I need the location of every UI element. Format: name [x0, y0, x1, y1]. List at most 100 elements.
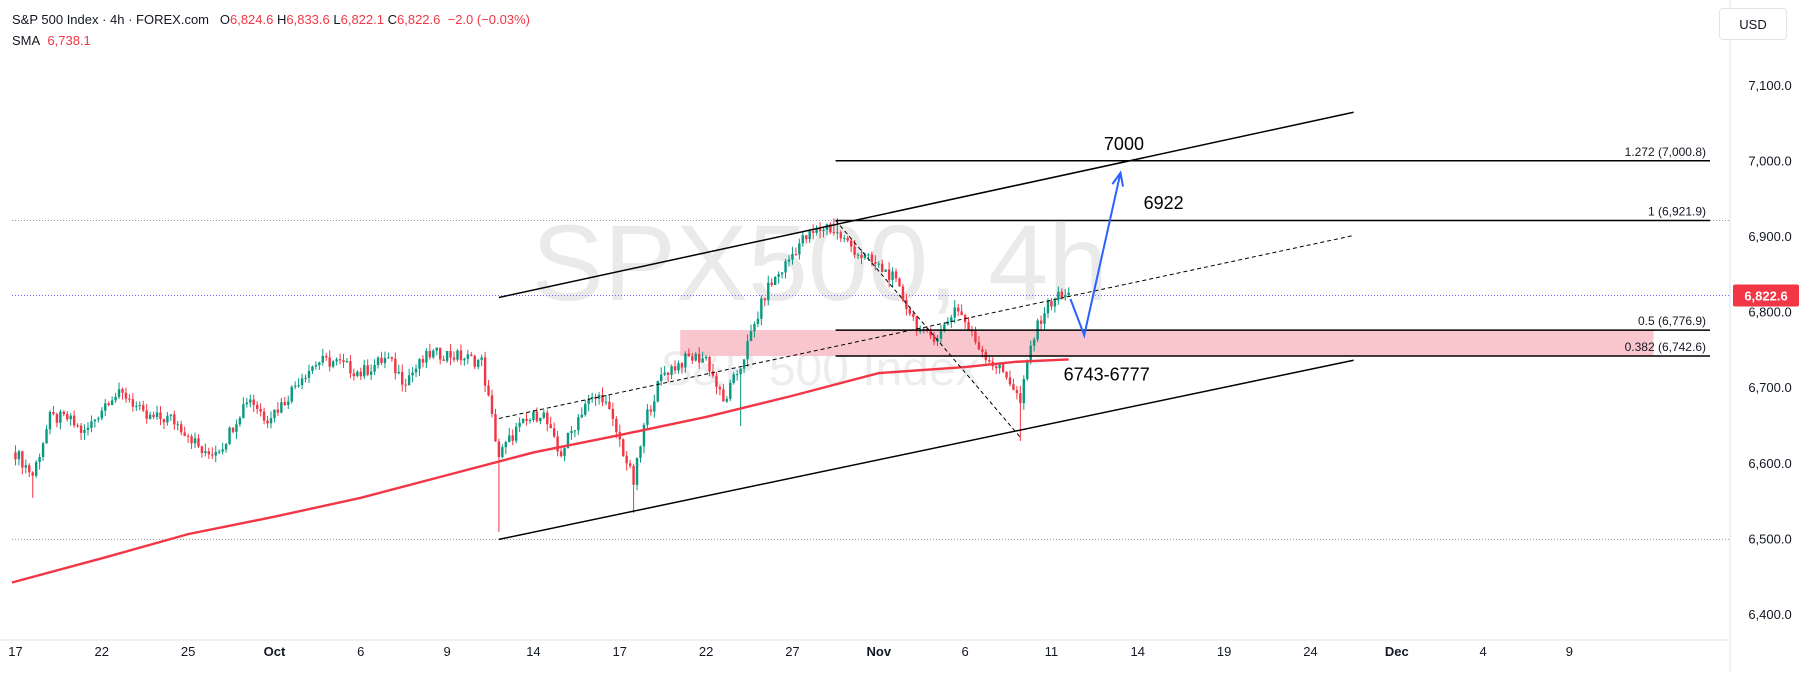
candle-body: [107, 403, 110, 406]
candle: [708, 355, 711, 377]
candle-body: [960, 311, 963, 316]
open-label: O: [219, 12, 230, 27]
candle-body: [369, 371, 373, 375]
candle: [704, 355, 708, 361]
candle-body: [217, 451, 221, 453]
candle: [497, 438, 501, 532]
candle: [646, 404, 649, 429]
candle: [217, 449, 221, 455]
sma-legend[interactable]: SMA 6,738.1: [12, 33, 91, 48]
candle-body: [38, 457, 41, 463]
candle: [639, 445, 642, 463]
x-tick-label: 25: [181, 644, 195, 659]
candle-body: [625, 455, 628, 464]
candle-body: [573, 430, 577, 432]
candle: [722, 384, 725, 402]
candle: [808, 228, 811, 243]
candle: [349, 355, 352, 379]
candle: [694, 351, 697, 362]
candle: [287, 395, 290, 410]
candle: [235, 419, 238, 440]
candle-body: [338, 359, 342, 361]
candle-body: [763, 298, 767, 301]
candle-body: [79, 425, 83, 433]
candle-body: [791, 254, 794, 260]
candle: [860, 249, 863, 265]
candle-body: [193, 438, 197, 444]
currency-button[interactable]: USD: [1719, 8, 1787, 40]
candle-body: [352, 373, 356, 377]
candle-body: [207, 451, 211, 455]
candle: [435, 347, 438, 356]
candle-body: [501, 447, 504, 458]
candle-body: [694, 353, 697, 361]
candle: [414, 364, 418, 378]
candle-body: [794, 254, 798, 256]
candle-body: [466, 354, 470, 359]
candle: [304, 374, 307, 383]
low-label: L: [333, 12, 341, 27]
candle-body: [166, 415, 169, 423]
candle-body: [943, 324, 946, 331]
candle: [753, 321, 756, 338]
candle: [190, 434, 193, 450]
candle: [173, 410, 176, 431]
candle: [487, 380, 490, 397]
candle: [55, 412, 59, 428]
candle: [207, 447, 211, 459]
candle: [59, 409, 62, 430]
candle: [767, 275, 770, 306]
candle-body: [345, 361, 349, 363]
candle: [180, 420, 183, 436]
annotation-text: 7000: [1104, 134, 1144, 154]
candle-body: [601, 394, 604, 403]
candle-body: [684, 353, 687, 368]
candle: [21, 450, 24, 475]
candle: [359, 367, 362, 381]
candle-body: [373, 365, 376, 372]
candle: [801, 231, 805, 247]
high-label: H: [276, 12, 287, 27]
candle-body: [542, 412, 546, 418]
candle: [69, 413, 72, 426]
candle-body: [483, 357, 487, 386]
candle: [691, 352, 694, 365]
candle-body: [853, 246, 856, 255]
candle-body: [245, 402, 249, 405]
candle-body: [435, 347, 438, 351]
candle-body: [504, 441, 508, 448]
candle: [784, 258, 787, 279]
candle: [877, 261, 880, 268]
candle-body: [908, 308, 912, 314]
candle: [463, 357, 466, 366]
candle-body: [870, 254, 874, 263]
candle: [380, 351, 383, 366]
candle: [811, 224, 815, 240]
candle: [773, 276, 777, 286]
candle-body: [801, 235, 805, 244]
close-label: C: [387, 12, 397, 27]
candle-body: [953, 307, 956, 318]
candle: [404, 378, 407, 393]
candle: [718, 384, 722, 396]
candle-body: [1067, 292, 1070, 296]
candle-body: [55, 414, 59, 423]
candle-body: [86, 427, 90, 431]
candle: [518, 417, 521, 432]
candle-body: [559, 451, 563, 457]
symbol-title[interactable]: S&P 500 Index · 4h · FOREX.com: [12, 12, 210, 27]
candle-body: [777, 274, 780, 277]
candle-body: [956, 307, 960, 312]
candle-body: [359, 371, 362, 377]
candle-body: [204, 451, 207, 454]
candle: [863, 252, 867, 260]
candle: [611, 402, 615, 427]
candle: [76, 423, 79, 428]
candle-body: [715, 375, 718, 387]
candle-body: [950, 317, 953, 322]
candle: [832, 218, 836, 236]
candle: [152, 411, 155, 420]
candle-body: [508, 435, 511, 442]
